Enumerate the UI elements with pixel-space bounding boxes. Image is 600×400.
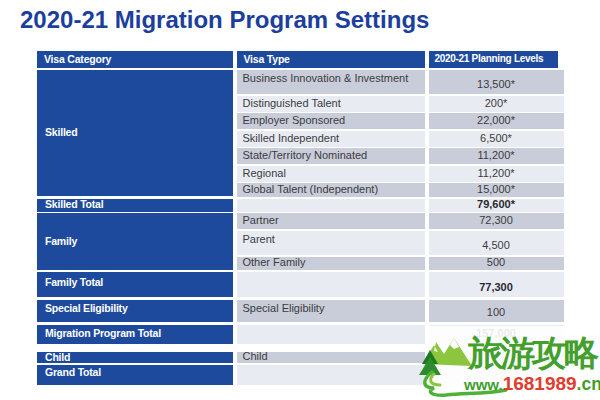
visa-type-cell: Global Talent (Independent) <box>237 183 426 197</box>
category-cell: Child <box>37 352 233 364</box>
visa-type-cell <box>237 365 426 386</box>
watermark-url: www.1681989.cn <box>464 373 600 395</box>
visa-type-cell: Special Eligibility <box>237 300 426 322</box>
header-planning-levels: 2020-21 Planning Levels <box>429 51 558 69</box>
page: 2020-21 Migration Program Settings Visa … <box>0 0 600 400</box>
watermark: 旅游攻略 www.1681989.cn <box>416 330 600 400</box>
watermark-brand-text: 旅游攻略 <box>468 330 596 377</box>
category-cell: Family <box>37 213 233 270</box>
header-visa-type: Visa Type <box>237 51 426 69</box>
planning-level-cell: 6,500* <box>429 131 564 147</box>
planning-level-cell: 4,500 <box>429 231 564 256</box>
visa-type-cell <box>237 199 426 212</box>
url-suffix: .cn <box>577 374 600 394</box>
planning-level-cell: 11,200* <box>429 166 564 182</box>
visa-type-cell: Other Family <box>237 257 426 271</box>
planning-level-cell: 11,200* <box>429 148 564 164</box>
url-number: 1681989 <box>503 373 577 394</box>
visa-type-cell: Business Innovation & Investment <box>237 70 426 94</box>
url-prefix: www. <box>464 376 503 393</box>
visa-type-cell: Employer Sponsored <box>237 113 426 129</box>
planning-level-cell: 79,600* <box>429 199 564 212</box>
visa-type-cell <box>237 325 426 344</box>
planning-level-cell: 77,300 <box>429 272 564 297</box>
visa-type-cell: Skilled Independent <box>237 131 426 147</box>
planning-level-cell: 500 <box>429 257 564 271</box>
category-cell: Migration Program Total <box>37 325 233 344</box>
planning-level-cell: 72,300 <box>429 213 564 229</box>
category-cell: Skilled Total <box>37 199 233 212</box>
page-title: 2020-21 Migration Program Settings <box>20 6 429 34</box>
planning-level-cell: 22,000* <box>429 113 564 129</box>
visa-type-cell <box>237 272 426 297</box>
category-cell: Grand Total <box>37 365 233 386</box>
header-visa-category: Visa Category <box>37 51 233 69</box>
visa-type-cell: Partner <box>237 213 426 229</box>
planning-level-cell: 15,000* <box>429 183 564 197</box>
planning-level-cell: 100 <box>429 300 564 322</box>
planning-level-cell: 13,500* <box>429 70 564 94</box>
category-cell: Special Eligibility <box>37 300 233 322</box>
visa-type-cell: Distinguished Talent <box>237 96 426 112</box>
visa-type-cell: State/Territory Nominated <box>237 148 426 164</box>
visa-type-cell: Regional <box>237 166 426 182</box>
planning-level-cell: 200* <box>429 96 564 112</box>
visa-type-cell: Parent <box>237 231 426 256</box>
visa-type-cell: Child <box>237 352 426 364</box>
category-cell: Family Total <box>37 272 233 297</box>
category-cell: Skilled <box>37 70 233 196</box>
